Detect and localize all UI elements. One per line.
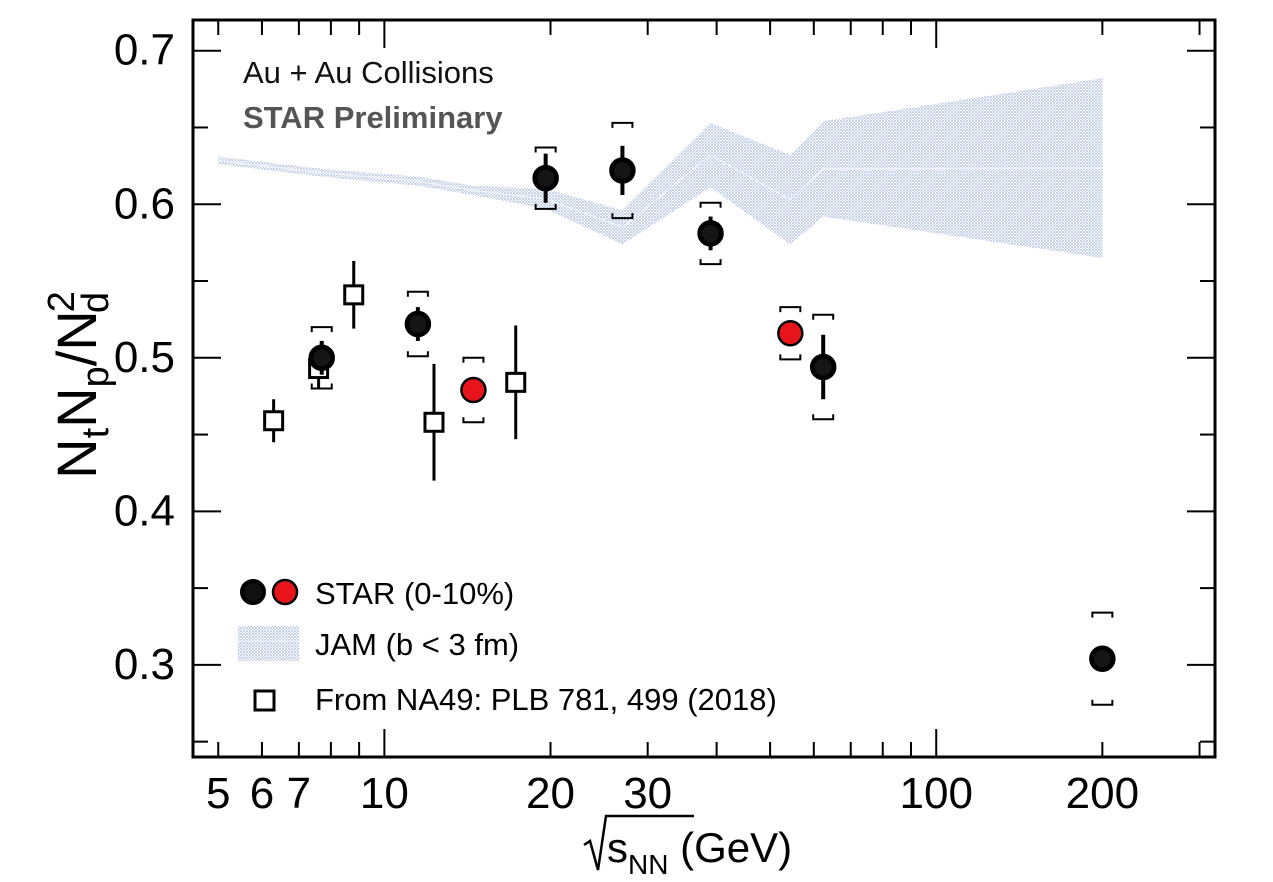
star-sys-bracket-top [406,290,429,297]
star-sys-bracket-bottom [1091,699,1114,706]
legend-jam-label: JAM (b < 3 fm) [315,627,519,662]
y-tick-label: 0.3 [114,640,175,689]
annotation-collisions: Au + Au Collisions [243,55,494,90]
y-tick-label: 0.5 [114,333,175,382]
star-marker-inner [814,358,832,376]
star-sys-bracket-bottom [310,383,333,390]
y-tick-label: 0.7 [114,26,175,75]
legend-star-black-marker-inner [244,583,262,601]
star-marker [777,319,804,347]
star-marker-inner [409,315,427,333]
y-tick-label: 0.6 [114,179,175,228]
star-sys-bracket-top [812,313,835,320]
na49-marker [343,284,365,306]
legend: STAR (0-10%) JAM (b < 3 fm) From NA49: P… [238,576,777,717]
x-tick-label: 10 [360,769,409,818]
x-tick-label: 100 [900,769,973,818]
jam-band [218,78,1103,258]
star-marker-inner [1093,650,1111,668]
jam-band-center-line [218,154,1103,229]
star-sys-bracket-top [534,146,557,153]
star-marker-inner [702,224,720,242]
legend-jam-swatch [238,626,299,661]
legend-na49-marker [253,689,276,712]
na49-marker [263,410,285,432]
star-sys-bracket-top [779,306,802,313]
sqrt-symbol [583,814,694,871]
svg-text:sNN (GeV): sNN (GeV) [607,824,792,880]
y-tick-label: 0.4 [114,486,175,535]
y-axis-title: NtNp/N2d [41,291,117,479]
x-tick-label: 6 [250,769,274,818]
legend-star-label: STAR (0-10%) [315,576,514,611]
x-tick-label: 30 [623,769,672,818]
legend-na49-label: From NA49: PLB 781, 499 (2018) [315,682,777,717]
star-marker-inner [313,349,331,367]
star-sys-bracket-bottom [779,354,802,361]
na49-marker [505,371,527,393]
star-sys-bracket-top [462,356,485,363]
x-axis-title: sNN (GeV) [583,814,792,880]
star-sys-bracket-top [699,201,722,208]
star-sys-bracket-bottom [611,213,634,220]
x-tick-label: 200 [1066,769,1139,818]
star-sys-bracket-top [310,326,333,333]
x-tick-label: 7 [287,769,311,818]
star-marker-inner [613,161,631,179]
legend-star-red-marker [271,578,299,606]
star-sys-bracket-top [611,121,634,128]
star-sys-bracket-bottom [462,417,485,424]
star-marker-inner [537,169,555,187]
x-tick-label: 5 [206,769,230,818]
annotation-preliminary: STAR Preliminary [243,100,503,135]
na49-marker [423,411,445,433]
plot-frame [191,18,1217,759]
star-sys-bracket-bottom [406,351,429,358]
x-tick-label: 20 [526,769,575,818]
star-sys-bracket-bottom [534,203,557,210]
star-sys-bracket-bottom [812,414,835,421]
star-marker [460,376,487,404]
star-sys-bracket-bottom [699,259,722,266]
star-sys-bracket-top [1091,611,1114,618]
